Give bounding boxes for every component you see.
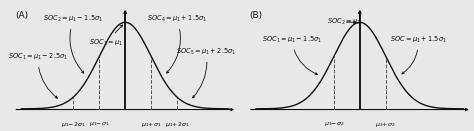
Text: $\mu_2{+}\sigma_2$: $\mu_2{+}\sigma_2$ (375, 120, 396, 129)
Text: $\mu_1{+}\sigma_1$: $\mu_1{+}\sigma_1$ (141, 120, 162, 129)
Text: $\mu_1{-}2\sigma_1$: $\mu_1{-}2\sigma_1$ (61, 120, 86, 129)
Text: $SOC_5=\mu_1+2.5\sigma_1$: $SOC_5=\mu_1+2.5\sigma_1$ (176, 47, 237, 98)
Text: $SOC_2=\mu_1-1.5\sigma_1$: $SOC_2=\mu_1-1.5\sigma_1$ (43, 13, 103, 73)
Text: $\mu_1{+}2\sigma_1$: $\mu_1{+}2\sigma_1$ (165, 120, 189, 129)
Text: $SOC=\mu_1+1.5\sigma_1$: $SOC=\mu_1+1.5\sigma_1$ (390, 34, 447, 74)
Text: $\mu_1{-}\sigma_2$: $\mu_1{-}\sigma_2$ (324, 120, 344, 128)
Text: $SOC_1=\mu_1-1.5\sigma_1$: $SOC_1=\mu_1-1.5\sigma_1$ (262, 34, 322, 75)
Text: $\mu_1{-}\sigma_1$: $\mu_1{-}\sigma_1$ (89, 120, 109, 128)
Text: $SOC_3=\mu_1$: $SOC_3=\mu_1$ (89, 25, 123, 48)
Text: $SOC_2=\mu_2$: $SOC_2=\mu_2$ (327, 17, 361, 27)
Text: (B): (B) (249, 11, 263, 20)
Text: (A): (A) (15, 11, 28, 20)
Text: $SOC_1=\mu_1-2.5\sigma_1$: $SOC_1=\mu_1-2.5\sigma_1$ (8, 52, 68, 98)
Text: $SOC_4=\mu_1+1.5\sigma_1$: $SOC_4=\mu_1+1.5\sigma_1$ (147, 13, 207, 73)
